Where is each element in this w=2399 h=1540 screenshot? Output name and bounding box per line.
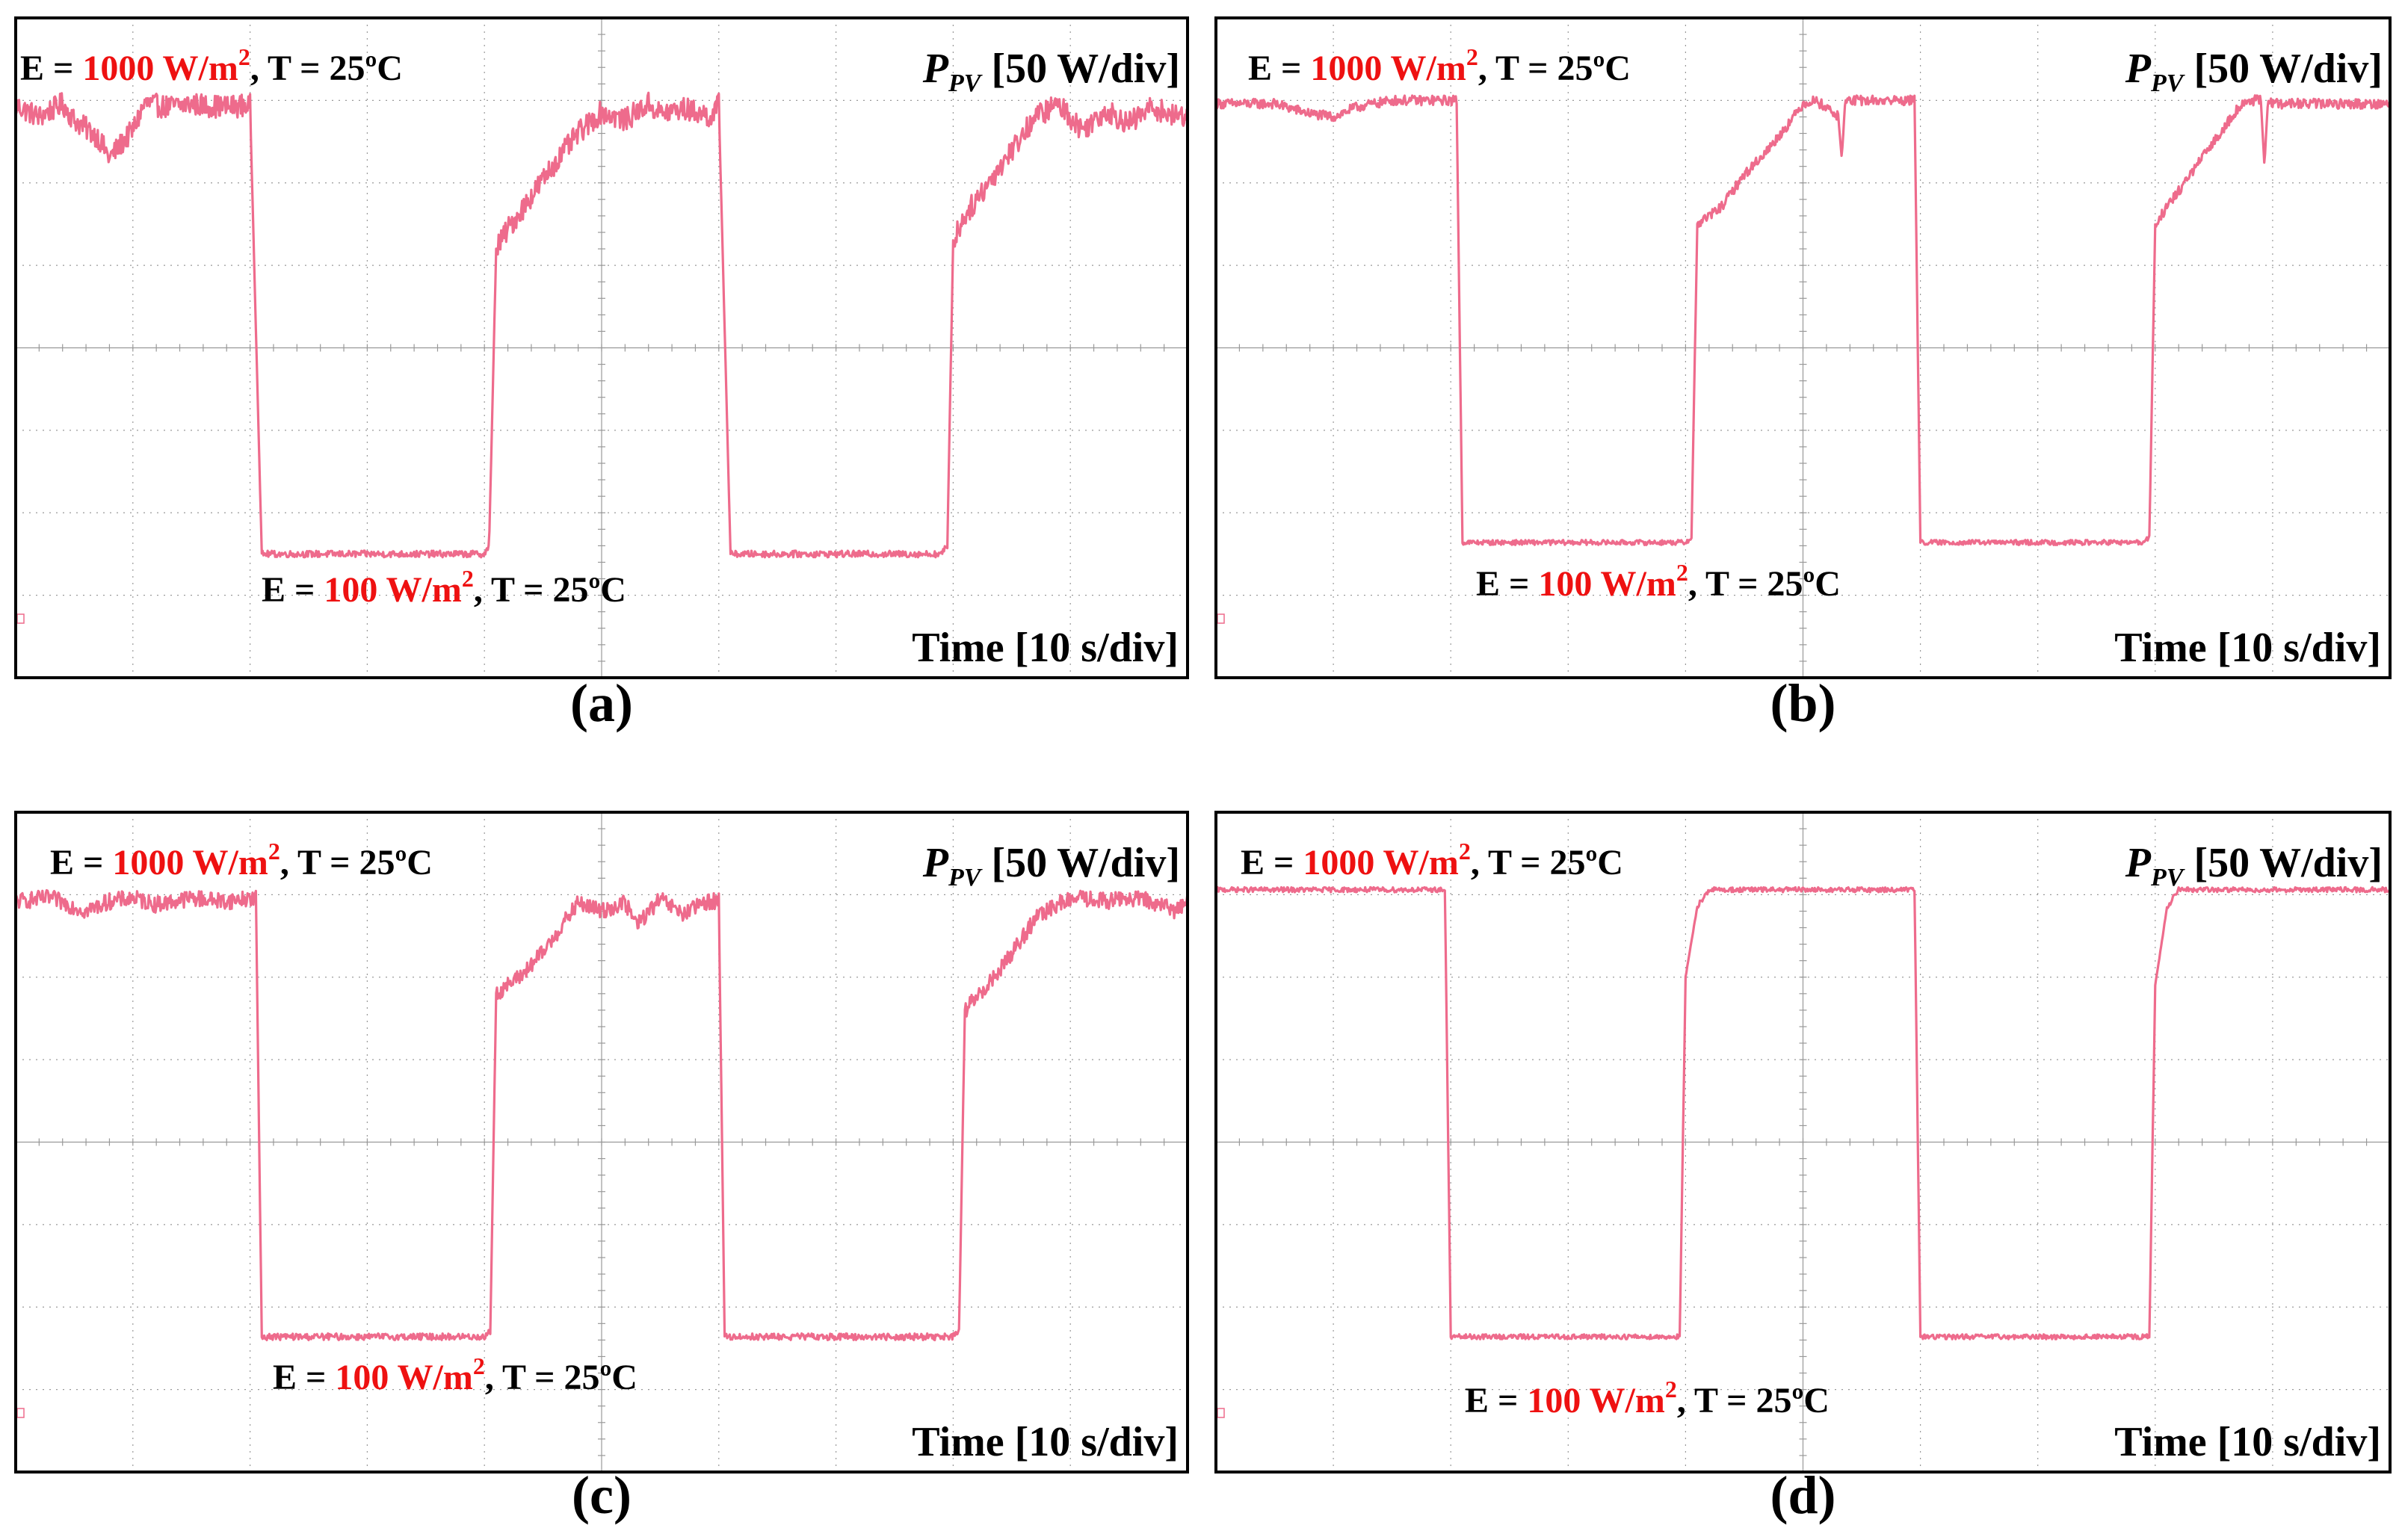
panel-caption: (a) (570, 673, 633, 733)
series-line-ppv (14, 91, 1189, 559)
series-line-ppv (15, 888, 1189, 1342)
chart-panel: E = 1000 W/m2, T = 25ºC E = 100 W/m2, T =… (14, 16, 1189, 733)
irradiance-annotation-high: E = 1000 W/m2, T = 25ºC (50, 838, 433, 882)
x-axis-label: Time [10 s/div] (912, 1419, 1179, 1465)
channel-marker-icon (16, 1408, 25, 1418)
irradiance-annotation-low: E = 100 W/m2, T = 25ºC (1465, 1376, 1830, 1420)
chart-panel: E = 1000 W/m2, T = 25ºC E = 100 W/m2, T =… (1214, 811, 2392, 1525)
chart-panel: E = 1000 W/m2, T = 25ºC E = 100 W/m2, T =… (14, 811, 1189, 1525)
irradiance-annotation-low: E = 100 W/m2, T = 25ºC (1476, 559, 1841, 604)
irradiance-annotation-high: E = 1000 W/m2, T = 25ºC (1241, 838, 1623, 882)
panel-caption: (b) (1770, 673, 1836, 733)
panel-caption: (d) (1770, 1465, 1836, 1525)
channel-marker-icon (1217, 1408, 1225, 1418)
irradiance-annotation-low: E = 100 W/m2, T = 25ºC (262, 565, 626, 610)
panel-caption: (c) (572, 1465, 632, 1525)
series-line-ppv (1214, 885, 2392, 1340)
y-axis-label: PPV [50 W/div] (922, 46, 1180, 97)
channel-marker-icon (16, 613, 25, 624)
irradiance-annotation-high: E = 1000 W/m2, T = 25ºC (20, 43, 403, 88)
x-axis-label: Time [10 s/div] (2114, 625, 2381, 671)
y-axis-label: PPV [50 W/div] (2125, 46, 2383, 97)
x-axis-label: Time [10 s/div] (912, 625, 1179, 671)
irradiance-annotation-low: E = 100 W/m2, T = 25ºC (273, 1352, 637, 1397)
irradiance-annotation-high: E = 1000 W/m2, T = 25ºC (1248, 43, 1631, 88)
y-axis-label: PPV [50 W/div] (922, 840, 1180, 891)
series-line-ppv (1214, 94, 2392, 546)
channel-marker-icon (1217, 613, 1225, 624)
plot-frame (14, 16, 1189, 679)
x-axis-label: Time [10 s/div] (2114, 1419, 2381, 1465)
plot-frame (14, 811, 1189, 1473)
plot-frame (1214, 811, 2392, 1473)
plot-frame (1214, 16, 2392, 679)
y-axis-label: PPV [50 W/div] (2125, 840, 2383, 891)
chart-panel: E = 1000 W/m2, T = 25ºC E = 100 W/m2, T =… (1214, 16, 2392, 733)
